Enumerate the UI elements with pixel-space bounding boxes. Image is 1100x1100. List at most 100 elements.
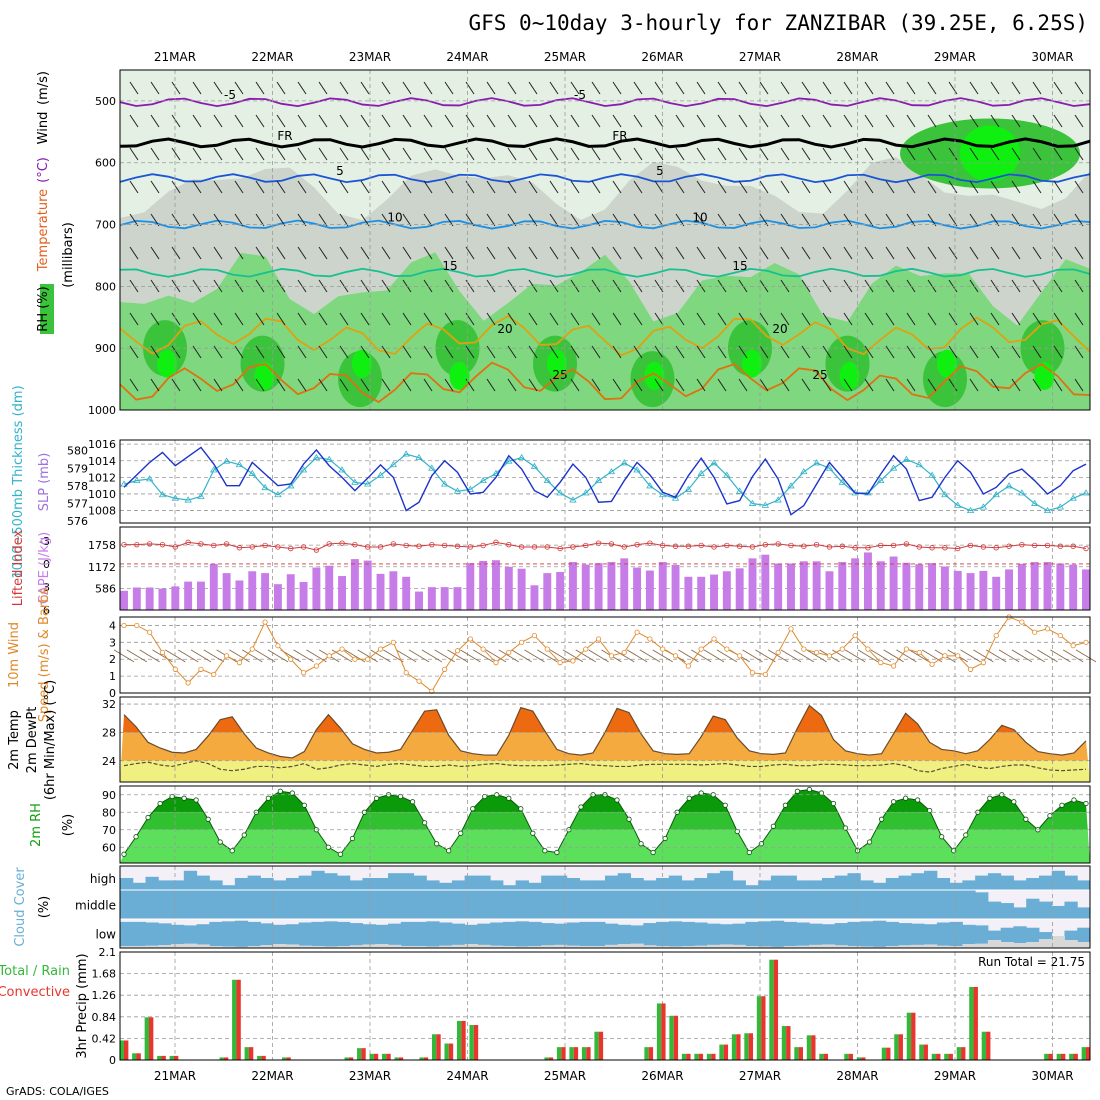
wind-barb [990, 378, 1000, 392]
cloud-low-gap [413, 946, 427, 948]
date-label-bottom: 26MAR [641, 1069, 683, 1083]
wind-barb [780, 246, 790, 260]
cloud-middle-bar [209, 890, 223, 919]
thickness-point [1018, 489, 1026, 496]
rh2-point [337, 851, 344, 857]
wind-barb [234, 312, 244, 326]
cloud-high-bar [451, 880, 466, 890]
cloud-low-gap [145, 945, 159, 948]
thickness-point [1069, 494, 1077, 501]
wind-barb-10m [1075, 649, 1097, 663]
wind-barb [717, 213, 727, 227]
cape-bar [722, 571, 731, 610]
li-point [595, 540, 602, 546]
wind10-axis-label: 10m Wind [7, 622, 22, 688]
li-point [724, 542, 730, 549]
wind-barb-10m [254, 649, 276, 663]
cape-bar [748, 558, 757, 610]
wind10-point [121, 622, 127, 629]
wind10-point [506, 649, 512, 656]
cloud-middle-bar [847, 890, 861, 919]
cloud-middle-bar [694, 890, 708, 919]
cloud-high-bar [388, 873, 402, 890]
temp-cool-band [120, 760, 1090, 782]
li-point [198, 541, 204, 547]
thickness-point [261, 483, 269, 491]
cloud-high-bar [260, 878, 274, 890]
wind-barb [171, 81, 181, 95]
cloud-high-bar [426, 880, 440, 890]
wind-barb [591, 81, 601, 95]
panel-frame [119, 696, 1091, 783]
cape-bar [402, 576, 411, 610]
cape-bar [530, 585, 539, 610]
pressure-tick-label: 900 [95, 342, 116, 355]
precip-total-bar [731, 1034, 737, 1060]
cloud-middle-bar [949, 890, 963, 919]
rh-medium-layer [120, 157, 1090, 326]
date-label-top: 25MAR [544, 50, 586, 64]
wind-barb [801, 378, 811, 392]
cloud-low-gap [336, 946, 351, 948]
cape-bar [261, 573, 270, 610]
wind-barb-10m [639, 649, 661, 663]
wind-barb [801, 81, 811, 95]
wind-tick-label: 3 [109, 636, 116, 649]
cape-bar [222, 573, 231, 610]
thickness-point [671, 494, 680, 501]
wind-barb-10m [973, 649, 994, 663]
li-point [570, 544, 576, 550]
wind-barb [696, 114, 706, 128]
wind-barb [927, 180, 937, 194]
wind-barb [969, 246, 979, 260]
wind-barb-10m [524, 649, 545, 663]
cloud-high-bar [758, 880, 772, 890]
precip-total-bar [119, 1040, 124, 1060]
isotherm-line [119, 267, 1091, 278]
pressure-tick-label: 800 [95, 280, 116, 293]
wind-barb [906, 81, 916, 95]
wind-barb [801, 180, 811, 194]
rh2-point [890, 799, 897, 805]
wind-barb-10m [742, 649, 763, 663]
li-point [249, 544, 255, 550]
wind-barb [1074, 312, 1084, 326]
li-point [903, 541, 910, 547]
cloud-low-bar [745, 921, 759, 948]
wind-barb [318, 180, 328, 194]
wind-barb [213, 81, 223, 95]
date-label-top: 24MAR [446, 50, 488, 64]
wind-tick-label: 2 [109, 653, 116, 666]
cape-bar [607, 562, 616, 610]
cape-bar [1017, 563, 1026, 610]
wind-barb [906, 213, 916, 227]
rh2-point [1071, 797, 1077, 803]
chart-title: GFS 0~10day 3-hourly for ZANZIBAR (39.25… [468, 11, 1088, 35]
cape-bar [889, 556, 898, 610]
cloud-low-bar [311, 921, 325, 948]
cloud-low-gap [528, 946, 542, 948]
wind-barb [528, 378, 538, 392]
wind-barb [948, 246, 958, 260]
thickness-point [710, 459, 718, 466]
wind-barb [465, 114, 475, 128]
cloud-low-bar [439, 922, 453, 948]
cloud-middle-bar [860, 890, 874, 919]
wind-barb-10m [1037, 649, 1058, 663]
wind-barb [633, 213, 643, 227]
wind-barb [381, 312, 391, 326]
cloud-middle-bar [1051, 905, 1065, 919]
li-point [441, 542, 448, 549]
wind-barb [381, 378, 391, 392]
cloud-high-bar [630, 878, 644, 890]
thickness-point [517, 453, 526, 461]
wind-barb-10m [357, 649, 378, 663]
date-label-bottom: 22MAR [251, 1069, 293, 1083]
rh-label: RH (%) [36, 286, 51, 331]
cloud-middle-bar [987, 901, 1002, 919]
wind-barb [612, 81, 622, 95]
cloud-middle-bar [898, 890, 912, 919]
wind-barb [990, 345, 1000, 359]
wind10-point [326, 653, 332, 659]
li-point [749, 544, 756, 550]
